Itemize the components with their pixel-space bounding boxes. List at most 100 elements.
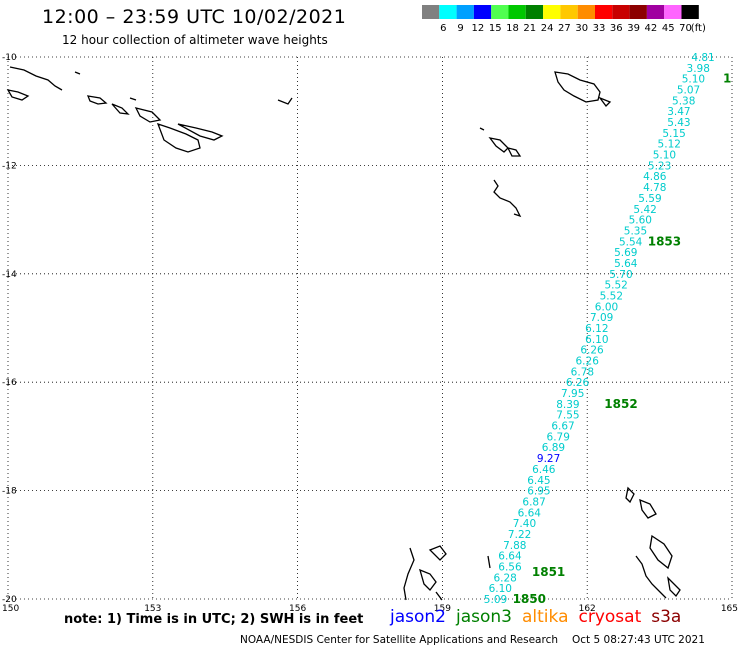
legend-label: 36 — [610, 23, 623, 34]
coastline-espiritu — [493, 179, 522, 218]
lat-tick-label: -16 — [2, 378, 17, 388]
wave-height-reading: 3.47 — [667, 106, 690, 118]
lon-tick-label: 162 — [579, 604, 596, 614]
wave-height-reading: 5.10 — [682, 74, 705, 86]
wave-height-reading: 3.98 — [687, 63, 710, 75]
satellite-name-jason3: jason3 — [456, 607, 512, 627]
coastline-sw-d — [487, 555, 491, 569]
legend-label: 39 — [627, 23, 640, 34]
wave-height-reading: 5.54 — [619, 236, 643, 248]
wave-height-reading: 5.52 — [604, 280, 627, 292]
legend-swatch — [629, 5, 647, 19]
lat-tick-label: -20 — [2, 595, 17, 605]
map-title: 12:00 – 23:59 UTC 10/02/2021 — [42, 6, 347, 28]
legend-swatch — [577, 5, 595, 19]
satellite-key: jason2 jason3 altika cryosat s3a — [390, 607, 691, 627]
wave-height-reading: 6.26 — [576, 356, 600, 368]
coastline-guadalcanal — [156, 122, 201, 153]
wave-height-reading: 4.78 — [643, 182, 666, 194]
wave-height-reading: 7.95 — [561, 388, 584, 400]
color-legend: 6 9 12 15 18 21 24 27 30 33 36 39 42 45 70(ft) — [422, 5, 706, 34]
legend-label: 18 — [506, 23, 519, 34]
legend-swatch — [525, 5, 544, 19]
legend-swatch — [646, 5, 665, 19]
legend-swatch — [560, 5, 578, 19]
wave-height-reading: 6.67 — [551, 421, 574, 433]
lon-tick-label: 150 — [2, 604, 19, 614]
lon-tick-label: 156 — [289, 604, 306, 614]
legend-swatch — [508, 5, 526, 19]
legend-swatch — [491, 5, 509, 19]
legend-swatch — [681, 5, 699, 19]
coastline-se-c — [649, 534, 673, 570]
pass-time-label: 1 — [723, 72, 731, 86]
legend-label: 27 — [558, 23, 571, 34]
legend-label: 21 — [523, 23, 536, 34]
footer-source: NOAA/NESDIS Center for Satellite Applica… — [240, 634, 558, 646]
coastline-rennell — [277, 97, 293, 105]
wave-height-reading: 4.81 — [691, 52, 714, 64]
wave-height-reading: 5.35 — [624, 225, 647, 237]
wave-height-reading: 9.27 — [537, 453, 560, 465]
coastline-santa-cruz-b — [598, 96, 612, 107]
legend-swatch — [664, 5, 682, 19]
satellite-name-cryosat: cryosat — [578, 607, 642, 627]
legend-label: 33 — [593, 23, 606, 34]
wave-height-reading: 5.15 — [662, 128, 685, 140]
lon-tick-label: 159 — [434, 604, 451, 614]
satellite-name-altika: altika — [522, 607, 569, 627]
legend-swatch — [422, 5, 440, 19]
satellite-name-s3a: s3a — [651, 607, 682, 627]
wave-height-reading: 5.52 — [600, 290, 623, 302]
legend-swatch — [473, 5, 492, 19]
wave-height-reading: 6.00 — [595, 301, 618, 313]
wave-height-reading: 7.09 — [590, 312, 613, 324]
legend-label: 24 — [541, 23, 554, 34]
legend-unit: (ft) — [691, 23, 706, 34]
legend-swatch — [543, 5, 561, 19]
wave-height-reading: 6.10 — [585, 334, 608, 346]
wave-height-reading: 6.46 — [532, 464, 556, 476]
wave-height-reading: 5.42 — [633, 204, 656, 216]
coastline-small-1 — [479, 127, 485, 131]
coastline-solomon-a — [6, 89, 30, 101]
satellite-name-jason2: jason2 — [390, 607, 446, 627]
wave-height-reading: 7.40 — [513, 518, 536, 530]
coastline-dot-1 — [74, 71, 81, 75]
axis-labels: 150 153 156 159 162 165 -10 -12 -14 -16 -18 -20 — [2, 53, 738, 614]
wave-height-reading: 4.86 — [643, 171, 667, 183]
coastline-makira — [177, 123, 224, 141]
coastline-small-3 — [506, 147, 522, 157]
map-subtitle: 12 hour collection of altimeter wave hei… — [62, 33, 328, 47]
wave-height-reading: 6.45 — [527, 475, 550, 487]
wave-height-reading: 6.26 — [566, 377, 590, 389]
coastline-sw-a — [403, 547, 415, 601]
coastlines — [6, 66, 681, 601]
coastline-solomon-north — [9, 66, 63, 91]
coastline-dot-2 — [129, 97, 137, 101]
legend-label: 12 — [472, 23, 485, 34]
coastline-sw-c — [428, 545, 447, 561]
pass-time-label: 1850 — [513, 592, 546, 606]
units-note: note: 1) Time is in UTC; 2) SWH is in fe… — [64, 612, 364, 627]
wave-height-reading: 5.10 — [653, 150, 676, 162]
wave-height-reading: 5.59 — [638, 193, 661, 205]
legend-swatch — [439, 5, 457, 19]
track-time-labels: 1 1853 1852 1851 1850 — [513, 72, 732, 606]
footer-timestamp: Oct 5 08:27:43 UTC 2021 — [572, 634, 705, 646]
lat-tick-label: -12 — [2, 161, 17, 171]
coastline-solomon-d — [134, 107, 162, 123]
lat-tick-label: -14 — [2, 270, 17, 280]
wave-height-reading: 5.43 — [667, 117, 690, 129]
wave-height-reading: 6.79 — [547, 431, 570, 443]
legend-swatch — [456, 5, 474, 19]
wave-height-reading: 6.12 — [585, 323, 608, 335]
coastline-se-b — [639, 498, 657, 519]
coastline-small-2 — [488, 137, 509, 153]
lat-lon-grid — [7, 56, 733, 600]
wave-height-reading: 6.56 — [498, 561, 522, 573]
pass-time-label: 1852 — [604, 397, 637, 411]
coastline-solomon-c — [111, 103, 130, 115]
